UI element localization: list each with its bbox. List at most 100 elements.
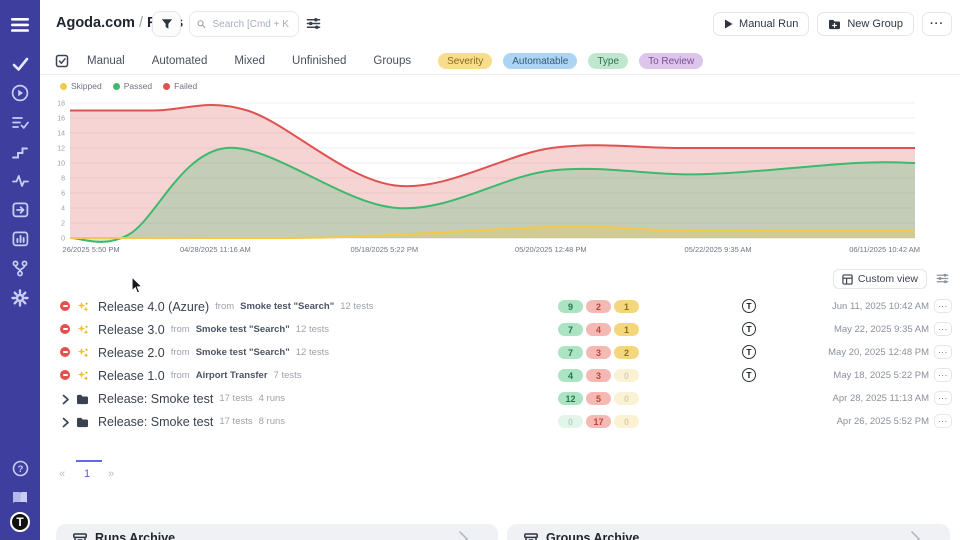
svg-text:05/18/2025 5:22 PM: 05/18/2025 5:22 PM [351, 245, 419, 254]
active-page-indicator [76, 460, 102, 462]
svg-text:18: 18 [57, 101, 65, 108]
runs-count: 8 runs [258, 416, 286, 427]
view-settings-icon[interactable] [936, 272, 950, 286]
search-input[interactable] [210, 17, 291, 31]
header-more-button[interactable]: ··· [922, 12, 952, 36]
run-date: Jun 11, 2025 10:42 AM [831, 301, 929, 312]
groups-archive-card[interactable]: Groups Archive [507, 524, 950, 540]
breadcrumb-project[interactable]: Agoda.com [56, 15, 135, 31]
help-icon[interactable]: ? [9, 457, 31, 479]
tests-count: 17 tests [219, 393, 253, 404]
breadcrumb-separator: / [138, 15, 143, 31]
tests-count: 12 tests [340, 301, 374, 312]
custom-view-label: Custom view [857, 273, 918, 285]
svg-text:06/11/2025 10:42 AM: 06/11/2025 10:42 AM [849, 245, 920, 254]
passed-count-badge: 7 [558, 346, 583, 359]
run-title[interactable]: Release 3.0 [98, 322, 165, 337]
filter-pill-automatable[interactable]: Automatable [503, 53, 578, 69]
pagination-page-1[interactable]: 1 [84, 468, 91, 480]
svg-text:2: 2 [61, 221, 65, 228]
tab-manual[interactable]: Manual [87, 55, 125, 67]
manual-run-label: Manual Run [739, 18, 799, 30]
expand-chevron-icon[interactable] [61, 415, 70, 433]
runs-archive-title: Runs Archive [95, 531, 176, 540]
svg-text:26/2025 5:50 PM: 26/2025 5:50 PM [63, 245, 120, 254]
archive-icon [524, 533, 538, 540]
svg-text:6: 6 [61, 191, 65, 198]
manual-run-button[interactable]: Manual Run [713, 12, 810, 36]
runs-list: Release 4.0 (Azure) from Smoke test "Searc… [40, 295, 960, 433]
folder-plus-icon [829, 19, 841, 29]
row-more-button[interactable]: ··· [934, 322, 952, 336]
new-group-label: New Group [847, 18, 903, 30]
testomat-logo[interactable]: T [10, 512, 30, 532]
analytics-icon[interactable] [9, 228, 31, 250]
legend-dot [163, 82, 171, 90]
svg-text:4: 4 [61, 206, 65, 213]
filter-button[interactable] [152, 11, 181, 37]
clipboard-check-icon[interactable] [55, 54, 69, 68]
run-title[interactable]: Release 2.0 [98, 345, 165, 360]
table-row[interactable]: Release 4.0 (Azure) from Smoke test "Searc… [40, 295, 960, 318]
new-group-button[interactable]: New Group [817, 12, 914, 36]
from-label: from [170, 370, 190, 381]
from-label: from [170, 347, 190, 358]
row-more-button[interactable]: ··· [934, 345, 952, 359]
tab-groups[interactable]: Groups [373, 55, 412, 67]
run-title[interactable]: Release: Smoke test [98, 414, 214, 429]
reporter-icon: T [742, 368, 756, 382]
run-title[interactable]: Release 4.0 (Azure) [98, 299, 210, 314]
status-failed-icon [60, 347, 70, 357]
run-box-icon[interactable] [9, 199, 31, 221]
row-more-button[interactable]: ··· [934, 391, 952, 405]
groups-archive-title: Groups Archive [546, 531, 640, 540]
runs-count: 4 runs [258, 393, 286, 404]
failed-count-badge: 3 [586, 346, 611, 359]
tab-bar: Manual Automated Mixed Unfinished Groups Sev… [40, 48, 960, 75]
steps-icon[interactable] [9, 141, 31, 163]
sparkles-icon [77, 300, 89, 318]
menu-icon[interactable] [9, 14, 31, 36]
chart-legend: Skipped Passed Failed [60, 81, 197, 91]
check-icon[interactable] [9, 53, 31, 75]
skipped-count-badge: 1 [614, 323, 639, 336]
gear-icon[interactable] [9, 287, 31, 309]
legend-dot [112, 82, 120, 90]
line-failed [70, 103, 915, 188]
adjustments-icon[interactable] [306, 16, 322, 32]
row-more-button[interactable]: ··· [934, 299, 952, 313]
run-title[interactable]: Release: Smoke test [98, 391, 214, 406]
filter-pill-to-review[interactable]: To Review [639, 53, 704, 69]
play-circle-icon[interactable] [9, 82, 31, 104]
table-row[interactable]: Release: Smoke test 17 tests 4 runs 12 5 0 Apr… [40, 387, 960, 410]
activity-icon[interactable] [9, 170, 31, 192]
pagination-next[interactable]: » [108, 468, 115, 480]
branch-icon[interactable] [9, 258, 31, 280]
tabs-list: Manual Automated Mixed Unfinished Groups [87, 55, 438, 67]
table-row[interactable]: Release: Smoke test 17 tests 8 runs 0 17 0 Apr… [40, 410, 960, 433]
tests-count: 12 tests [295, 324, 330, 335]
search-box[interactable] [189, 11, 299, 37]
expand-chevron-icon[interactable] [61, 392, 70, 410]
svg-text:8: 8 [61, 176, 65, 183]
tab-automated[interactable]: Automated [151, 55, 208, 67]
row-more-button[interactable]: ··· [934, 368, 952, 382]
custom-view-button[interactable]: Custom view [832, 269, 927, 289]
sparkles-icon [77, 323, 89, 341]
runs-archive-card[interactable]: Runs Archive [56, 524, 498, 540]
table-row[interactable]: Release 3.0 from Smoke test "Search" 12 tes… [40, 318, 960, 341]
tab-unfinished[interactable]: Unfinished [292, 55, 347, 67]
filter-pill-severity[interactable]: Severity [438, 53, 493, 69]
docs-icon[interactable] [9, 486, 31, 508]
tab-mixed[interactable]: Mixed [234, 55, 266, 67]
main-content: Agoda.com/Runs Manual Run New Group ··· [40, 0, 960, 540]
filter-pill-type[interactable]: Type [588, 53, 629, 69]
pagination-prev[interactable]: « [59, 468, 66, 480]
row-more-button[interactable]: ··· [934, 414, 952, 428]
table-row[interactable]: Release 1.0 from Airport Transfer 7 tests 4 3… [40, 364, 960, 387]
list-check-icon[interactable] [9, 112, 31, 134]
table-row[interactable]: Release 2.0 from Smoke test "Search" 12 tes… [40, 341, 960, 364]
run-title[interactable]: Release 1.0 [98, 368, 165, 383]
